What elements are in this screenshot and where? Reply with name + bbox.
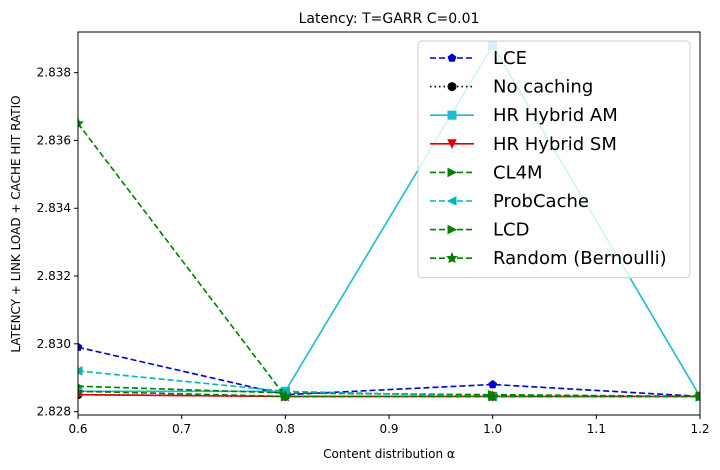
x-tick-label: 1.0 [483,422,502,436]
plot-frame [77,31,701,416]
legend-label: LCE [493,48,527,69]
y-tick-label: 2.832 [37,269,71,283]
y-tick-label: 2.836 [37,133,71,147]
legend-label: CL4M [493,162,543,183]
legend-marker [447,110,457,120]
data-point [78,117,85,129]
legend-label: No caching [493,77,593,98]
series-line [78,370,700,398]
chart-title: Latency: T=GARR C=0.01 [299,11,480,27]
x-tick-label: 0.9 [379,422,398,436]
x-axis-label: Content distribution α [323,447,455,461]
legend-marker [445,251,459,264]
legend-marker [447,53,457,62]
data-point [78,383,84,389]
series-line [78,346,700,398]
legend-marker [447,167,458,178]
legend-marker [447,224,458,235]
x-tick-label: 1.1 [587,422,606,436]
x-tick-label: 0.7 [172,422,191,436]
data-point [488,379,498,389]
series-line [78,385,700,398]
legend-box [417,40,691,279]
series-random-bernoulli- [78,117,700,402]
legend-label: LCD [493,220,529,241]
x-tick-label: 1.2 [690,422,709,436]
legend-marker [447,139,457,149]
y-tick-label: 2.830 [37,337,71,351]
y-tick-label: 2.828 [37,405,71,419]
data-point [486,390,499,402]
legend-label: HR Hybrid AM [493,105,618,126]
y-tick-label: 2.834 [37,201,71,215]
data-point [78,388,84,394]
data-point [279,390,292,402]
y-axis-label: LATENCY + LINK LOAD + CACHE HIT RATIO [9,95,23,352]
legend-marker [446,196,457,206]
legend-label: Random (Bernoulli) [493,248,667,269]
data-point [78,342,83,351]
legend: LCE No caching HR Hybrid AM HR Hybrid SM CL4… [417,40,691,279]
x-tick-label: 0.6 [68,422,87,436]
legend-label: ProbCache [493,191,589,212]
data-point [693,390,700,402]
legend-label: HR Hybrid SM [493,134,617,155]
plot-area: 0.6 0.7 0.8 0.9 1.0 1.1 1.2 2.828 2.830 2.832 2.83… [37,31,710,436]
series-line [78,123,700,398]
data-point [78,366,83,376]
x-tick-label: 0.8 [276,422,295,436]
y-tick-label: 2.838 [37,66,71,80]
legend-marker [447,82,457,92]
